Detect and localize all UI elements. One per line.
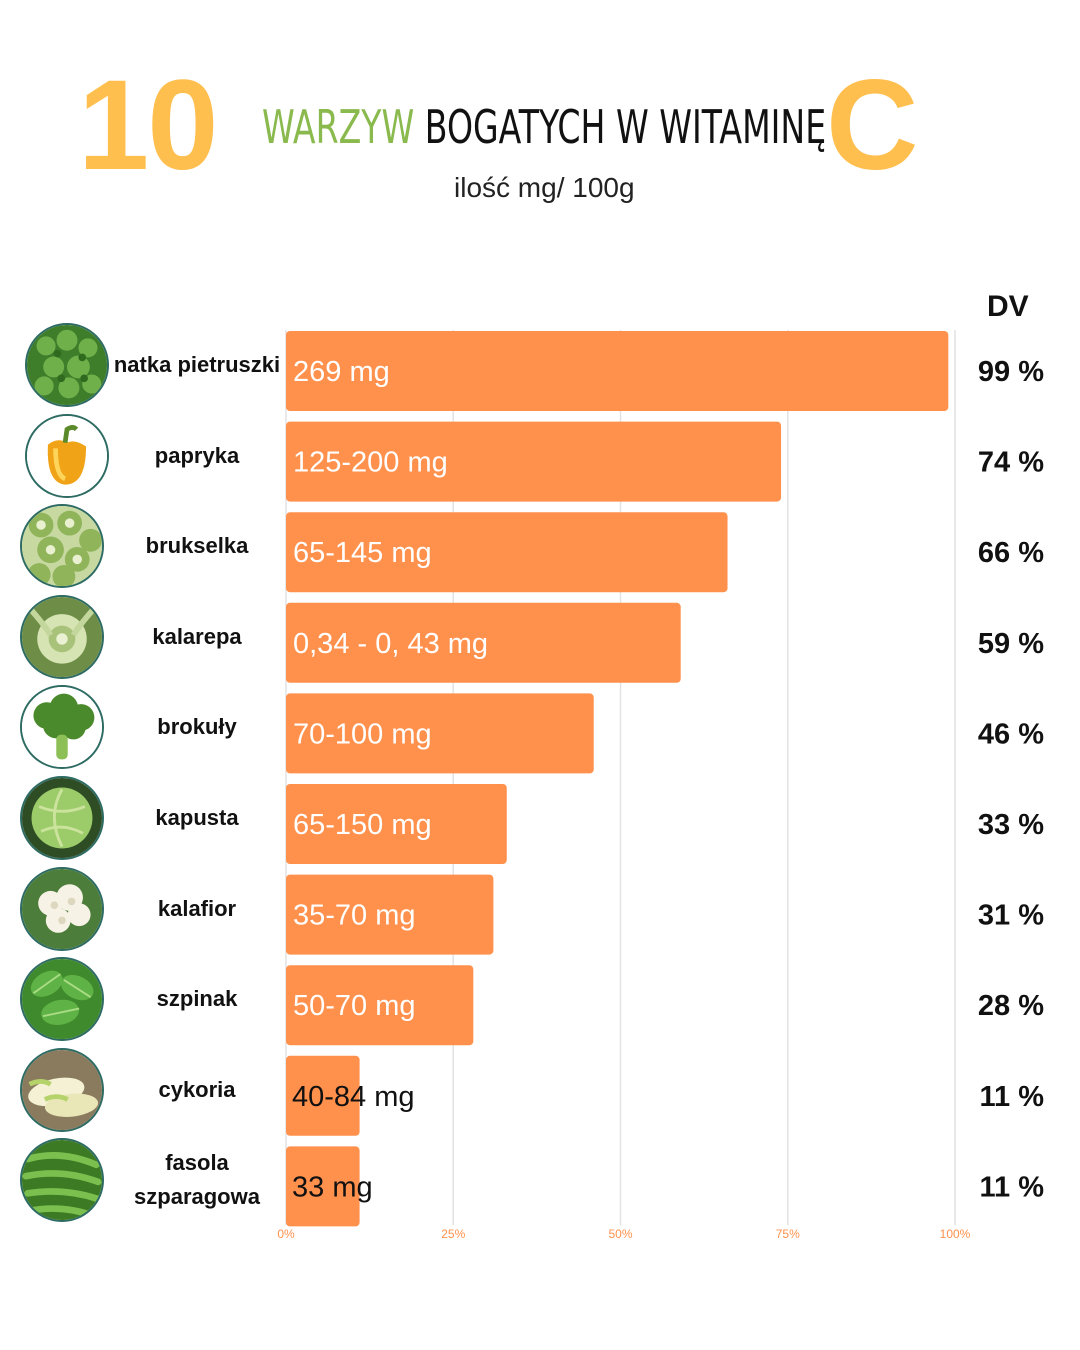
bar-value-label: 40-84 mg bbox=[292, 1081, 415, 1113]
dv-percent-label: 11 % bbox=[980, 1081, 1045, 1113]
vitamin-letter: C bbox=[826, 54, 919, 197]
category-label: cykoria bbox=[158, 1076, 236, 1102]
cauliflower-icon bbox=[20, 866, 104, 951]
bar bbox=[286, 1146, 360, 1227]
category-label: brokuły bbox=[157, 714, 237, 740]
title-black: BOGATYCH W WITAMINĘ bbox=[424, 100, 827, 154]
big-number: 10 bbox=[78, 54, 218, 197]
x-tick-label: 50% bbox=[608, 1227, 632, 1241]
x-tick-label: 100% bbox=[940, 1227, 971, 1241]
dv-percent-label: 74 % bbox=[978, 447, 1044, 479]
category-label: fasola szparagowa bbox=[134, 1150, 260, 1210]
dv-percent-label: 31 % bbox=[978, 900, 1044, 932]
dv-header: DV bbox=[987, 290, 1029, 323]
dv-percent-label: 59 % bbox=[978, 628, 1044, 660]
bar bbox=[286, 693, 594, 774]
bar-value-label: 50-70 mg bbox=[293, 990, 416, 1022]
category-label: brukselka bbox=[145, 533, 249, 559]
bar bbox=[286, 784, 507, 864]
dv-percent-label: 28 % bbox=[978, 990, 1044, 1022]
brussels-sprouts-icon bbox=[20, 504, 104, 589]
bar-value-label: 125-200 mg bbox=[293, 447, 448, 479]
broccoli-icon bbox=[20, 685, 104, 770]
dv-percent-label: 99 % bbox=[978, 356, 1044, 388]
category-label: kalafior bbox=[157, 895, 237, 921]
cabbage-icon bbox=[20, 776, 104, 860]
bar bbox=[286, 965, 474, 1046]
bar-value-label: 65-145 mg bbox=[293, 537, 432, 569]
parsley-icon bbox=[25, 323, 109, 407]
title-green: WARZYW bbox=[262, 100, 415, 154]
bar bbox=[286, 1055, 360, 1136]
x-tick-label: 0% bbox=[277, 1227, 295, 1241]
bar-value-label: 70-100 mg bbox=[293, 718, 432, 750]
dv-percent-label: 33 % bbox=[978, 809, 1044, 841]
pepper-icon bbox=[25, 413, 109, 498]
page-title: WARZYW BOGATYCH W WITAMINĘ bbox=[262, 104, 826, 150]
category-label: kalarepa bbox=[152, 623, 242, 649]
dv-percent-label: 46 % bbox=[978, 718, 1044, 750]
category-label: papryka bbox=[154, 442, 240, 468]
bar bbox=[286, 874, 494, 955]
bar bbox=[286, 331, 949, 411]
category-label: natka pietruszki bbox=[113, 352, 281, 377]
dv-percent-label: 11 % bbox=[980, 1171, 1045, 1203]
bar bbox=[286, 512, 728, 593]
bar bbox=[286, 602, 681, 683]
category-label: kapusta bbox=[155, 805, 239, 830]
spinach-icon bbox=[20, 957, 104, 1042]
x-tick-label: 75% bbox=[776, 1227, 800, 1241]
kohlrabi-icon bbox=[20, 594, 104, 679]
bar-value-label: 65-150 mg bbox=[293, 809, 432, 841]
category-label: szpinak bbox=[156, 986, 238, 1012]
subtitle: ilość mg/ 100g bbox=[454, 172, 635, 203]
green-beans-icon bbox=[20, 1138, 104, 1223]
x-tick-label: 25% bbox=[441, 1227, 465, 1241]
dv-percent-label: 66 % bbox=[978, 537, 1044, 569]
bar-value-label: 269 mg bbox=[293, 356, 390, 388]
bar-value-label: 33 mg bbox=[292, 1171, 373, 1203]
bar bbox=[286, 421, 782, 502]
chicory-icon bbox=[20, 1047, 104, 1132]
bar-value-label: 35-70 mg bbox=[293, 900, 416, 932]
bar-value-label: 0,34 - 0, 43 mg bbox=[293, 628, 488, 660]
